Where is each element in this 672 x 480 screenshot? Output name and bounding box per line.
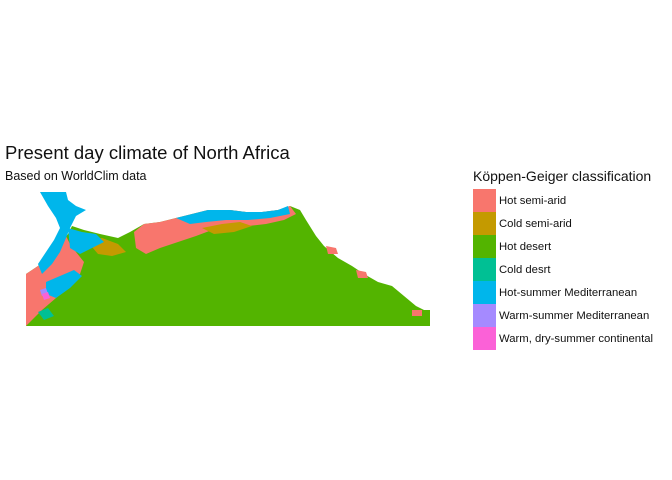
legend-label: Warm-summer Mediterranean bbox=[499, 309, 650, 322]
climate-map bbox=[26, 192, 430, 326]
legend-title: Köppen-Geiger classification bbox=[473, 168, 652, 184]
legend-item: Cold desrt bbox=[473, 258, 653, 281]
legend-item: Hot desert bbox=[473, 235, 653, 258]
legend-item: Warm-summer Mediterranean bbox=[473, 304, 653, 327]
legend-item: Hot semi-arid bbox=[473, 189, 653, 212]
legend-label: Warm, dry-summer continental bbox=[499, 332, 654, 345]
legend-item: Warm, dry-summer continental bbox=[473, 327, 653, 350]
region-hot-desert bbox=[26, 206, 430, 326]
region-hot-summer-mediterranean-coast bbox=[176, 206, 290, 224]
legend-label: Cold semi-arid bbox=[499, 217, 572, 230]
region-hot-summer-mediterranean-west bbox=[38, 192, 86, 274]
legend-key bbox=[473, 235, 496, 258]
region-warm-dry-summer-continental bbox=[42, 292, 50, 300]
region-hot-semi-arid-nile bbox=[412, 310, 422, 316]
legend-key bbox=[473, 304, 496, 327]
legend-item: Cold semi-arid bbox=[473, 212, 653, 235]
legend-label: Hot desert bbox=[499, 240, 552, 253]
legend-key bbox=[473, 189, 496, 212]
region-hot-summer-mediterranean-atlas bbox=[46, 270, 82, 298]
legend-label: Hot semi-arid bbox=[499, 194, 567, 207]
legend-items: Hot semi-arid Cold semi-arid Hot desert … bbox=[473, 189, 653, 350]
legend-label: Hot-summer Mediterranean bbox=[499, 286, 638, 299]
region-cold-desert bbox=[38, 308, 54, 320]
legend-label: Cold desrt bbox=[499, 263, 551, 276]
region-cold-semi-arid-east bbox=[202, 222, 252, 234]
plot-subtitle: Based on WorldClim data bbox=[5, 169, 147, 183]
legend-key bbox=[473, 258, 496, 281]
region-hot-semi-arid-east bbox=[326, 246, 338, 254]
legend-item: Hot-summer Mediterranean bbox=[473, 281, 653, 304]
plot-title: Present day climate of North Africa bbox=[5, 142, 290, 163]
legend-key bbox=[473, 281, 496, 304]
region-hot-semi-arid-libya bbox=[356, 270, 368, 278]
region-hot-summer-mediterranean-rif bbox=[68, 228, 104, 254]
legend-key bbox=[473, 327, 496, 350]
legend: Köppen-Geiger classification Hot semi-ar… bbox=[473, 168, 653, 350]
legend-key bbox=[473, 212, 496, 235]
